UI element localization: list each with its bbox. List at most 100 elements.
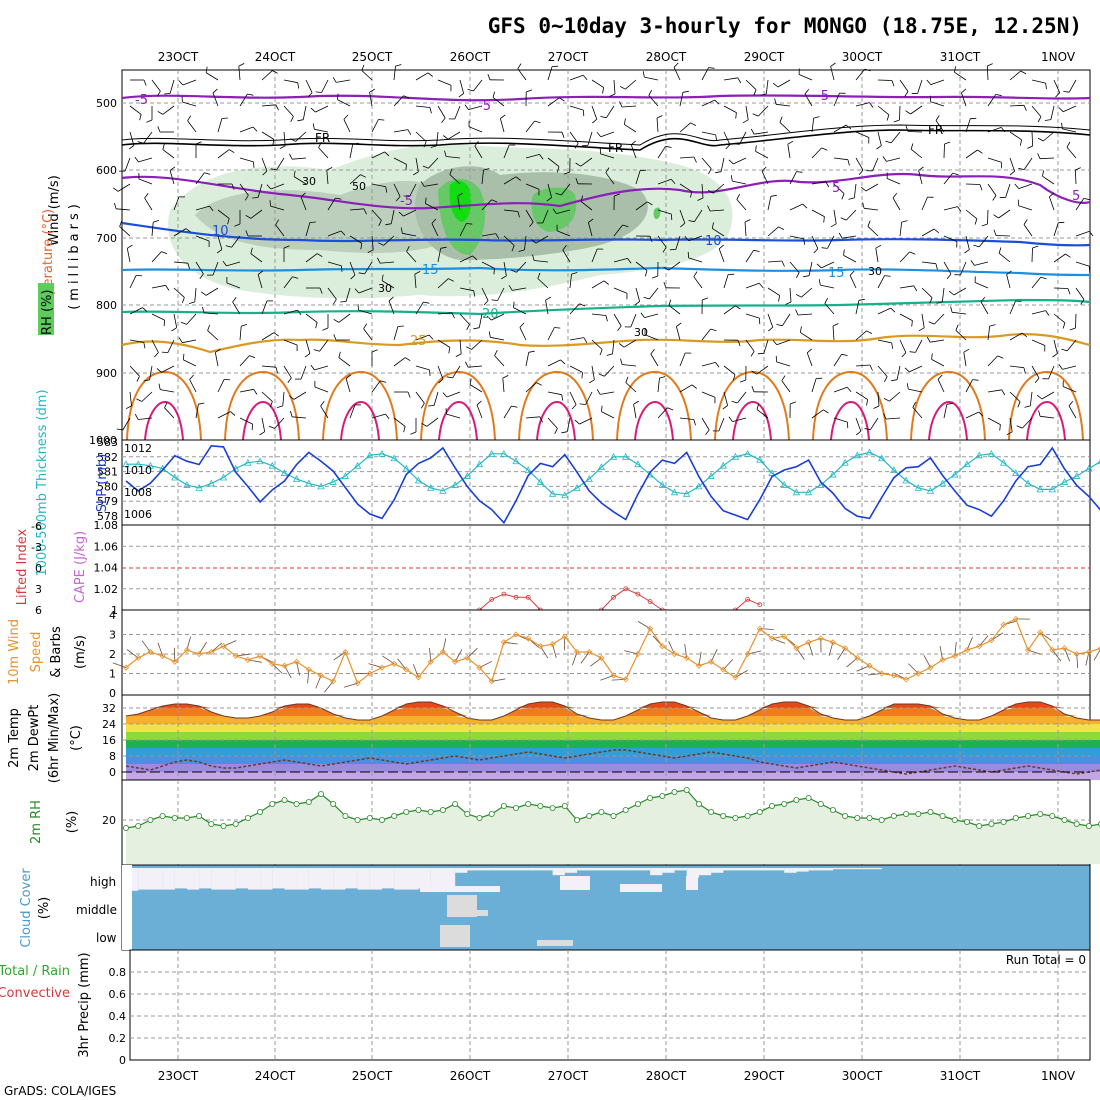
wind-barb-flag bbox=[492, 91, 496, 98]
wind-barb bbox=[239, 126, 254, 133]
wind-barb bbox=[779, 122, 791, 133]
wind-barb bbox=[960, 261, 967, 276]
wind-barb bbox=[579, 417, 593, 425]
wind-barb bbox=[437, 365, 444, 380]
wind-barb-flag bbox=[804, 88, 810, 95]
wind-barb-flag bbox=[1052, 353, 1058, 358]
cloud-low-block bbox=[537, 940, 573, 946]
bottom-date-label: 25OCT bbox=[352, 1069, 393, 1083]
thickness-point bbox=[378, 450, 386, 457]
cloud-high-block bbox=[613, 868, 626, 871]
wind-barb bbox=[547, 417, 558, 429]
wind-barb bbox=[718, 417, 725, 432]
wind-barb bbox=[1075, 198, 1085, 211]
wind-barb-flag bbox=[363, 323, 368, 330]
wind-barb-flag bbox=[933, 228, 940, 234]
pressure-tick: 500 bbox=[96, 97, 117, 110]
wind-barb bbox=[877, 339, 892, 344]
wind-barb bbox=[283, 276, 293, 289]
wind-barb-flag bbox=[322, 327, 329, 331]
cloud-high-block bbox=[528, 868, 541, 871]
contour-label-25: 25 bbox=[410, 334, 427, 349]
rh2m-point bbox=[354, 817, 361, 824]
wind-barb bbox=[425, 203, 439, 211]
wind-barb bbox=[1053, 253, 1066, 263]
wind-barb-flag bbox=[178, 80, 184, 86]
wind-barb bbox=[182, 79, 197, 86]
wind-barb bbox=[954, 71, 967, 81]
wind-barb-flag bbox=[269, 200, 271, 207]
upper-air-panel: -5 -5 -5 -5 5 5 FR FR FR 10 10 15 15 20 … bbox=[38, 62, 1094, 447]
wind-barb bbox=[591, 313, 606, 316]
wind-barb-flag bbox=[1068, 400, 1074, 407]
wind-barb-flag bbox=[711, 222, 714, 229]
wind-barb-flag bbox=[904, 91, 909, 97]
wind-barb-flag bbox=[634, 301, 640, 306]
wind-barb bbox=[239, 183, 249, 196]
wind10m-barb bbox=[454, 649, 463, 662]
cloud-high-block bbox=[394, 868, 407, 890]
cloud-high-block bbox=[564, 868, 578, 873]
wind-barb bbox=[833, 209, 837, 224]
wind-barb bbox=[781, 380, 791, 393]
run-total: Run Total = 0 bbox=[1006, 953, 1086, 967]
wind-barb bbox=[321, 79, 329, 93]
wind-barb-flag bbox=[875, 244, 882, 249]
wind10m-point bbox=[951, 652, 958, 660]
wind10m-barb bbox=[908, 663, 919, 674]
rh2m-point bbox=[208, 821, 215, 828]
thickness-point bbox=[719, 461, 727, 469]
wind10m-point bbox=[159, 652, 166, 660]
wind-barb-flag bbox=[430, 145, 437, 148]
thickness-point bbox=[841, 458, 849, 466]
wind-barb-flag bbox=[555, 192, 562, 196]
wind-barb-flag bbox=[849, 270, 855, 276]
wind-barb bbox=[974, 282, 989, 289]
wind-barb-flag bbox=[561, 132, 565, 139]
wind-barb-flag bbox=[395, 196, 401, 202]
cloud-high-block bbox=[772, 868, 785, 871]
wind10m-barb bbox=[467, 647, 478, 659]
wind-barb-flag bbox=[486, 315, 492, 321]
contour-label-15-b: 15 bbox=[828, 266, 845, 281]
wind-barb bbox=[491, 313, 505, 321]
wind-barb-flag bbox=[752, 113, 759, 117]
wind-barb bbox=[688, 257, 703, 263]
cloud-high-block bbox=[625, 868, 638, 871]
rh2m-point bbox=[769, 803, 776, 810]
wind-barb bbox=[1009, 391, 1021, 402]
cloud-level-high: high bbox=[90, 875, 116, 889]
wind-barb bbox=[1040, 415, 1055, 419]
wind-barb-flag bbox=[795, 294, 802, 298]
wind-barb-flag bbox=[395, 64, 402, 67]
wind-barb bbox=[383, 235, 395, 246]
wind-barb bbox=[1075, 261, 1090, 267]
wind10m-barb bbox=[126, 649, 139, 659]
thickness-point bbox=[622, 452, 630, 460]
wind-barb-flag bbox=[816, 263, 822, 269]
rh2m-point bbox=[964, 819, 971, 826]
rh2m-point bbox=[366, 815, 373, 822]
wind-barb bbox=[980, 301, 989, 315]
wind10m-point bbox=[561, 633, 568, 640]
wind-barb bbox=[921, 196, 928, 211]
wind-barb bbox=[274, 417, 285, 429]
wind-barb-flag bbox=[1000, 127, 1006, 133]
cloud-high-block bbox=[552, 868, 565, 876]
wind10m-point bbox=[939, 656, 946, 663]
wind-barb-flag bbox=[643, 296, 650, 300]
wind-barb-flag bbox=[410, 431, 417, 435]
wind-barb bbox=[525, 120, 535, 133]
cape-point bbox=[647, 599, 653, 604]
wind-barb bbox=[679, 352, 686, 367]
wind-barb bbox=[547, 157, 560, 167]
wind-barb-flag bbox=[847, 159, 850, 166]
wind-barb-flag bbox=[893, 119, 900, 123]
wind-barb bbox=[283, 105, 294, 117]
wind-barb-flag bbox=[340, 230, 346, 236]
wind-barb bbox=[358, 287, 373, 294]
wind-barb bbox=[688, 235, 703, 242]
wind-barb-flag bbox=[162, 143, 165, 150]
wind-barb-flag bbox=[710, 328, 717, 332]
wind-barb bbox=[621, 105, 637, 108]
